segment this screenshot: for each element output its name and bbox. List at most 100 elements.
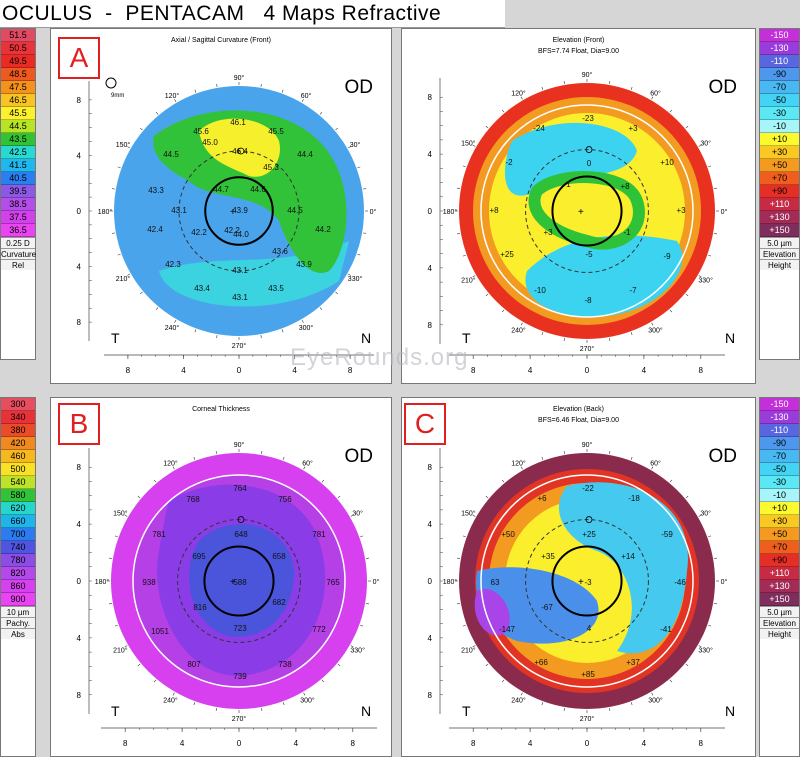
curvature-value: 42.2 [191, 228, 207, 237]
angle-tick [215, 450, 217, 455]
angle-tick [363, 188, 367, 190]
map-title: Axial / Sagittal Curvature (Front) [171, 37, 271, 44]
angle-label: 90° [234, 74, 245, 82]
angle-label: 0° [373, 578, 380, 586]
angle-tick [698, 514, 702, 517]
angle-tick [630, 86, 633, 90]
angle-label: 210° [461, 277, 476, 285]
curvature-scale-value: 50.5 [1, 42, 35, 55]
pupil-center-marker [237, 147, 245, 155]
angle-tick [713, 557, 718, 559]
curvature-scale-value: 43.5 [1, 133, 35, 146]
angle-tick [153, 479, 157, 483]
angle-tick [337, 495, 341, 499]
curvature-scale-value: 45.5 [1, 107, 35, 120]
curvature-value: 44.6 [250, 185, 266, 194]
angle-label: 30° [700, 510, 711, 518]
y-tick-label: 4 [77, 634, 82, 643]
angle-tick [261, 450, 263, 455]
x-tick-label: 8 [351, 739, 356, 748]
elevation-value: +85 [581, 670, 595, 679]
x-tick-label: 4 [528, 366, 533, 375]
angle-tick [456, 557, 461, 559]
app-title: OCULUS - PENTACAM 4 Maps Refractive [0, 0, 505, 28]
elevation-value: -9 [663, 252, 671, 261]
angle-tick [520, 692, 523, 696]
curvature-scale-value: 48.5 [1, 68, 35, 81]
angle-tick [501, 679, 505, 683]
angle-tick [137, 663, 141, 667]
angle-tick [194, 89, 197, 93]
back-elevation-scale-value: +70 [760, 541, 799, 554]
elevation-value: -67 [541, 603, 553, 612]
angle-tick [193, 456, 196, 460]
front-elevation-map-panel[interactable]: Elevation (Front) BFS=7.74 Float, Dia=9.0… [401, 28, 756, 384]
elevation-value: +10 [660, 158, 674, 167]
back-elevation-scale-value: -110 [760, 424, 799, 437]
angle-tick [194, 329, 197, 333]
y-tick-label: 4 [428, 150, 433, 159]
angle-label: 60° [650, 89, 661, 97]
angle-tick [520, 96, 523, 100]
angle-label: 150° [461, 140, 476, 148]
curvature-value: 45.5 [268, 127, 284, 136]
axial-curvature-map-panel[interactable]: Axial / Sagittal Curvature (Front) OD 90° 6… [50, 28, 392, 384]
angle-label: 60° [650, 459, 661, 467]
angle-label: 330° [350, 647, 365, 655]
angle-tick [708, 624, 712, 627]
angle-tick [281, 329, 284, 333]
temporal-label: T [462, 703, 471, 719]
angle-tick [563, 707, 565, 712]
x-tick-label: 8 [123, 739, 128, 748]
angle-tick [563, 337, 565, 342]
curvature-value: 43.4 [194, 284, 210, 293]
angle-label: 270° [232, 715, 247, 723]
elevation-value: +37 [626, 658, 640, 667]
angle-label: 270° [580, 715, 595, 723]
elevation-value: 63 [491, 578, 500, 587]
pupil-circle [203, 545, 275, 617]
front-elevation-scale-footer-label: 5.0 µm [760, 237, 799, 248]
angle-tick [462, 165, 466, 168]
apex-marker: + [230, 207, 236, 218]
angle-tick [485, 495, 489, 499]
angle-label: 60° [302, 459, 313, 467]
elevation-value: -24 [533, 124, 545, 133]
zone-circle-dashed [525, 519, 649, 643]
back-elevation-map-panel[interactable]: Elevation (Back) BFS=6.46 Float, Dia=9.00… [401, 397, 756, 757]
angle-tick [651, 692, 654, 696]
curvature-value: 44.5 [287, 206, 303, 215]
nasal-label: N [725, 703, 735, 719]
map-subtitle: BFS=6.46 Float, Dia=9.00 [538, 417, 619, 424]
angle-tick [281, 89, 284, 93]
angle-tick [669, 109, 673, 113]
y-tick-label: 4 [77, 263, 82, 272]
nasal-label: N [361, 330, 371, 346]
curvature-scale-value: 49.5 [1, 55, 35, 68]
temporal-label: T [111, 330, 120, 346]
angle-label: 150° [113, 510, 128, 518]
angle-label: 180° [443, 578, 458, 586]
elevation-value: -5 [585, 250, 593, 259]
y-tick-label: 4 [428, 634, 433, 643]
curvature-value: 45.0 [202, 138, 218, 147]
back-elevation-color-scale: -150 -130 -110 -90 -70 -50 -30 -10 +10 +30 +50 +70 +… [759, 397, 800, 757]
thickness-value: 738 [278, 660, 292, 669]
angle-tick [360, 624, 364, 627]
elevation-value: -46 [674, 578, 686, 587]
angle-tick [139, 291, 143, 295]
elevation-value: -10 [534, 286, 546, 295]
angle-tick [117, 166, 121, 169]
corneal-thickness-map-panel[interactable]: Corneal Thickness OD 90° 60° 30° 0° 330° 300° 27… [50, 397, 392, 757]
angle-label: 180° [98, 208, 113, 216]
angle-tick [350, 514, 354, 517]
thickness-value: 658 [272, 552, 286, 561]
curvature-scale-value: 36.5 [1, 224, 35, 237]
angle-label: 120° [511, 89, 526, 97]
back-elevation-scale-value: +10 [760, 502, 799, 515]
curvature-value: 42.2 [224, 226, 240, 235]
curvature-value: 43.1 [171, 206, 187, 215]
pupil-circle [551, 545, 623, 617]
elevation-cyan-region [558, 482, 688, 654]
thickness-value: 781 [152, 530, 166, 539]
